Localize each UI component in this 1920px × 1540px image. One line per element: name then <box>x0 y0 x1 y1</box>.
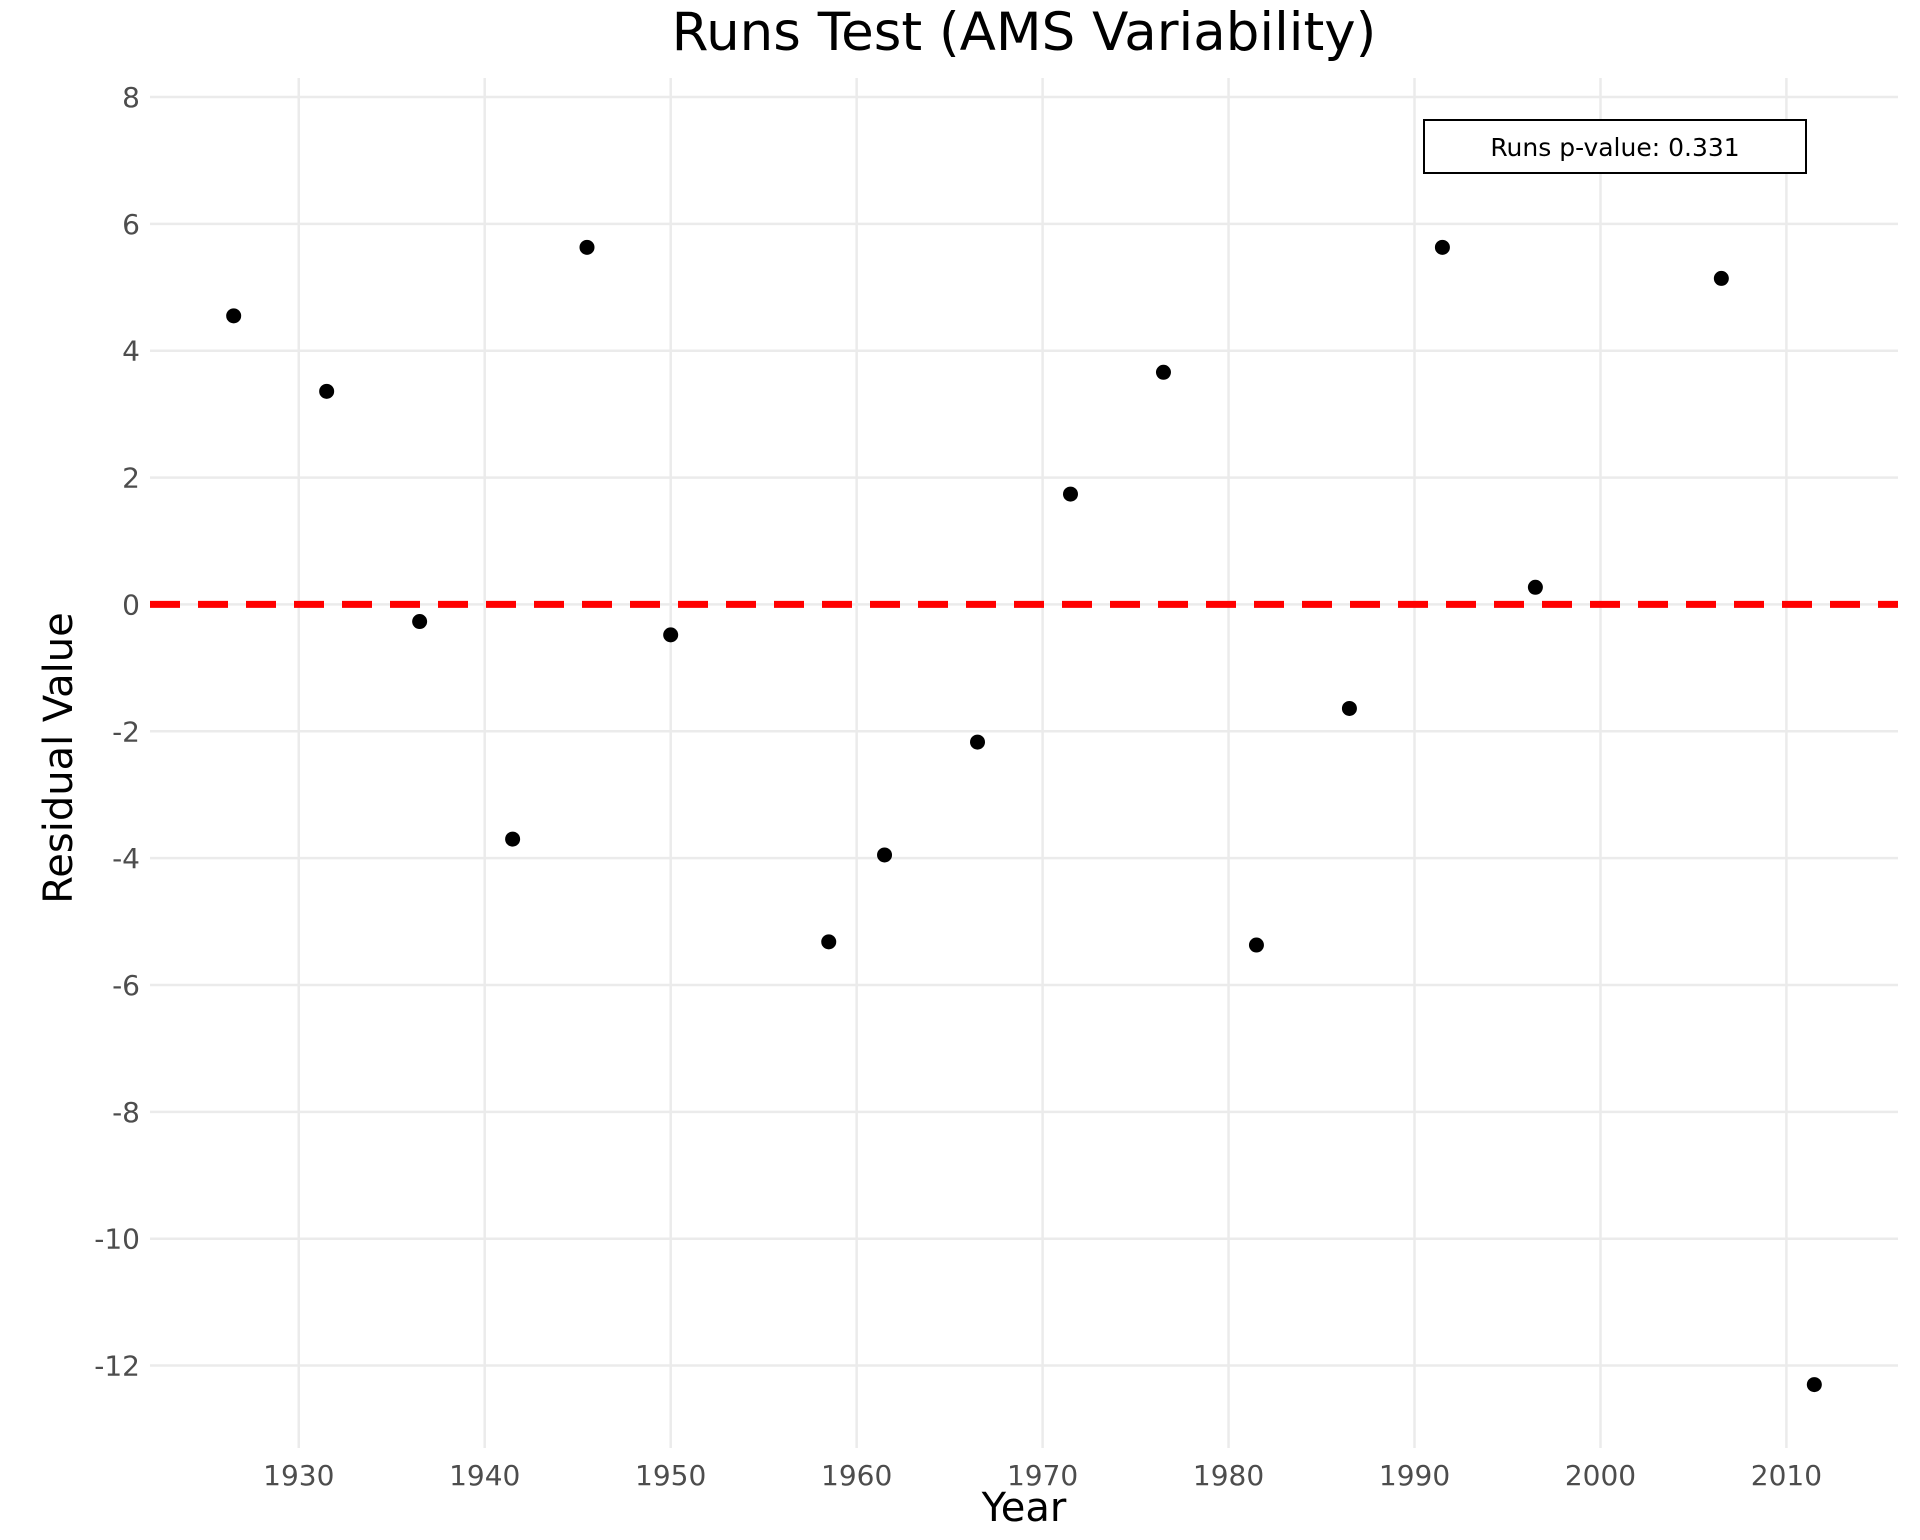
grid-lines <box>150 78 1898 1448</box>
data-point <box>505 831 521 847</box>
data-points <box>226 239 1822 1393</box>
y-tick-label: -6 <box>112 969 140 1002</box>
x-tick-label: 2000 <box>1565 1459 1636 1492</box>
x-axis-ticks: 1930 1940 1950 1960 1970 1980 1990 2000 2010 <box>263 1459 1822 1492</box>
data-point <box>1248 937 1264 953</box>
y-axis-ticks: 8 6 4 2 0 -2 -4 -6 -8 -10 -12 <box>94 81 140 1383</box>
x-axis-title: Year <box>981 1485 1067 1531</box>
data-point <box>821 934 837 950</box>
annotation-box <box>1423 119 1807 174</box>
data-point <box>1155 364 1171 380</box>
data-point <box>1527 579 1543 595</box>
y-tick-label: -8 <box>112 1096 140 1129</box>
data-point <box>663 627 679 643</box>
x-tick-label: 1980 <box>1193 1459 1264 1492</box>
data-point <box>412 614 428 630</box>
y-axis-title: Residual Value <box>36 612 82 903</box>
y-tick-label: -10 <box>94 1223 140 1256</box>
x-tick-label: 1950 <box>635 1459 706 1492</box>
data-point <box>1341 700 1357 716</box>
x-tick-label: 1930 <box>263 1459 334 1492</box>
y-tick-label: -2 <box>112 715 140 748</box>
annotation-text: Runs p-value: 0.331 <box>1490 133 1739 162</box>
data-point <box>877 847 893 863</box>
x-tick-label: 2010 <box>1751 1459 1822 1492</box>
x-tick-label: 1990 <box>1379 1459 1450 1492</box>
y-tick-label: 4 <box>122 335 140 368</box>
data-point <box>319 383 335 399</box>
runs-pvalue-annotation: Runs p-value: 0.331 <box>1423 119 1807 174</box>
data-point <box>1062 486 1078 502</box>
data-point <box>579 239 595 255</box>
x-tick-label: 1940 <box>449 1459 520 1492</box>
y-tick-label: -12 <box>94 1350 140 1383</box>
y-tick-label: 2 <box>122 462 140 495</box>
y-tick-label: -4 <box>112 842 140 875</box>
x-tick-label: 1970 <box>1007 1459 1078 1492</box>
x-tick-label: 1960 <box>821 1459 892 1492</box>
y-tick-label: 8 <box>122 81 140 114</box>
y-tick-label: 6 <box>122 208 140 241</box>
y-tick-label: 0 <box>122 588 140 621</box>
chart-title: Runs Test (AMS Variability) <box>672 2 1377 63</box>
data-point <box>1806 1377 1822 1393</box>
data-point <box>970 734 986 750</box>
data-point <box>1434 239 1450 255</box>
data-point <box>1713 270 1729 286</box>
data-point <box>226 308 242 324</box>
